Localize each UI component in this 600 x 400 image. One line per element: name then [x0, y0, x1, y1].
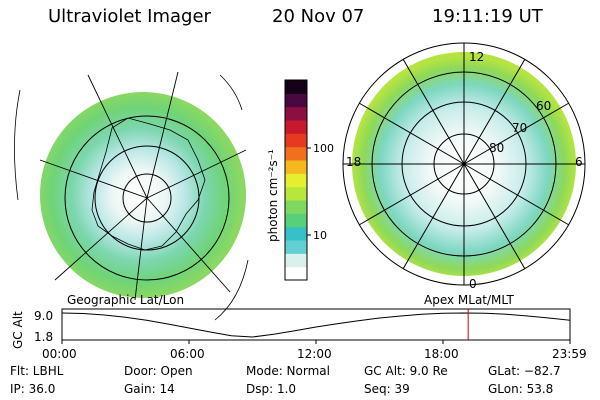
colorbar-label-100: 100 — [313, 142, 334, 155]
date-label: 20 Nov 07 — [272, 6, 365, 27]
mlt-label-0: 0 — [469, 277, 477, 291]
geographic-image — [14, 71, 249, 321]
y-tick-label-max: 9.0 — [34, 309, 53, 323]
filter-readout: Flt: LBHL — [10, 364, 64, 378]
x-tick-label-1800: 18:00 — [424, 347, 459, 361]
colorbar-stripe — [285, 133, 307, 148]
colorbar-stripe — [285, 80, 307, 94]
x-tick-label-2359: 23:59 — [552, 347, 587, 361]
colorbar-unit-label: photon cm⁻²s⁻¹ — [266, 149, 280, 242]
gcalt-readout: GC Alt: 9.0 Re — [364, 364, 448, 378]
glat-readout: GLat: −82.7 — [488, 364, 561, 378]
mag-mlt-lines — [343, 43, 585, 285]
colorbar-stripe — [285, 213, 307, 228]
mlat-label-70: 70 — [512, 121, 527, 135]
altitude-plot: 9.0 1.8 GC Alt 00:00 06:00 12:00 18:00 2… — [11, 308, 587, 361]
seq-readout: Seq: 39 — [364, 382, 410, 396]
mode-readout: Mode: Normal — [246, 364, 330, 378]
colorbar-stripe — [285, 93, 307, 108]
colorbar-stripe — [285, 186, 307, 201]
colorbar-stripe — [285, 173, 307, 188]
dsp-readout: Dsp: 1.0 — [246, 382, 297, 396]
geo-outer-arcs — [14, 74, 249, 321]
colorbar: 100 10 photon cm⁻²s⁻¹ — [266, 79, 334, 281]
colorbar-stripe — [285, 240, 307, 254]
colorbar-stripe — [285, 266, 307, 281]
colorbar-stripe — [285, 226, 307, 241]
colorbar-stripe — [285, 106, 307, 121]
coastline — [91, 117, 206, 251]
mlat-label-80: 80 — [489, 141, 504, 155]
x-tick-label-1200: 12:00 — [297, 347, 332, 361]
time-label: 19:11:19 UT — [432, 6, 543, 27]
x-tick-label-0600: 06:00 — [170, 347, 205, 361]
aurora-fill-left — [40, 92, 246, 298]
colorbar-stripe — [285, 200, 307, 214]
instrument-title: Ultraviolet Imager — [48, 6, 211, 27]
colorbar-stripe — [285, 160, 307, 174]
x-tick-label-0000: 00:00 — [42, 347, 77, 361]
y-axis-label: GC Alt — [11, 311, 25, 349]
colorbar-label-10: 10 — [313, 229, 327, 242]
altitude-curve — [61, 312, 571, 338]
colorbar-stripe — [285, 146, 307, 161]
ip-readout: IP: 36.0 — [10, 382, 56, 396]
glon-readout: GLon: 53.8 — [488, 382, 554, 396]
colorbar-stripe — [285, 253, 307, 268]
colorbar-frame — [284, 79, 308, 281]
colorbar-stripes — [285, 80, 307, 281]
apex-caption: Apex MLat/MLT — [424, 293, 514, 307]
magnetic-image: 12 18 6 0 60 70 80 — [342, 42, 586, 291]
colorbar-stripe — [285, 120, 307, 134]
geo-meridians — [39, 71, 247, 301]
door-readout: Door: Open — [124, 364, 193, 378]
geographic-caption: Geographic Lat/Lon — [67, 293, 184, 307]
mlat-label-60: 60 — [536, 99, 551, 113]
x-tick-marks — [61, 340, 571, 344]
mlt-label-18: 18 — [346, 155, 361, 169]
geo-lat-circles — [40, 92, 246, 298]
mlt-label-6: 6 — [575, 155, 583, 169]
y-tick-label-min: 1.8 — [34, 330, 53, 344]
mlt-label-12: 12 — [469, 50, 484, 64]
gain-readout: Gain: 14 — [124, 382, 175, 396]
